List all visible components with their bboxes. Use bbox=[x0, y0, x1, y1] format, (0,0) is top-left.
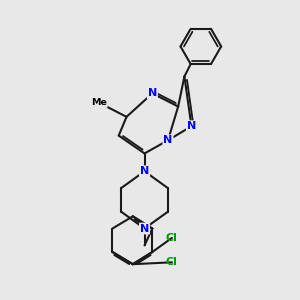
Text: N: N bbox=[140, 166, 149, 176]
Text: Cl: Cl bbox=[166, 257, 178, 267]
Text: N: N bbox=[187, 121, 196, 131]
Text: Cl: Cl bbox=[166, 233, 178, 243]
Text: N: N bbox=[164, 135, 172, 145]
Text: N: N bbox=[140, 224, 149, 233]
Text: N: N bbox=[148, 88, 157, 98]
Text: Me: Me bbox=[91, 98, 107, 107]
